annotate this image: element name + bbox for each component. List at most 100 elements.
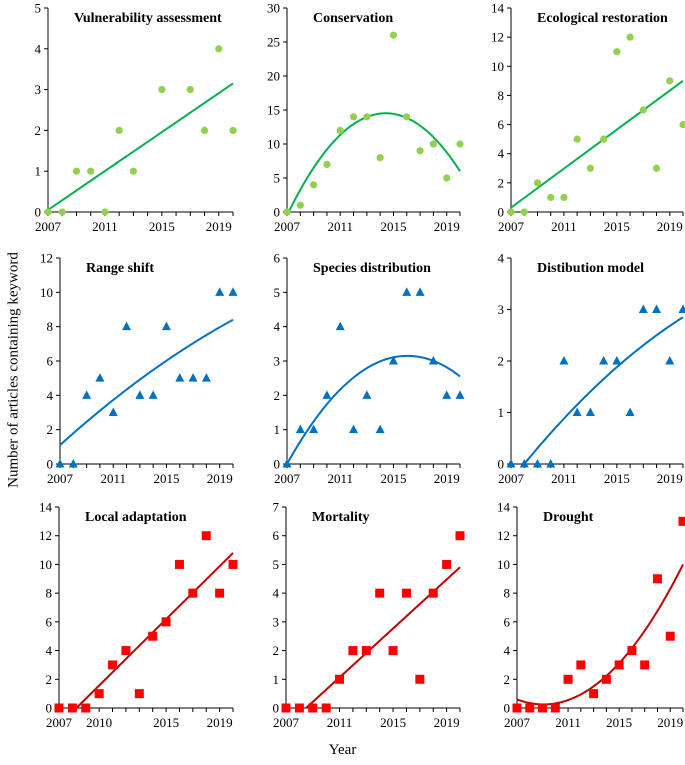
data-point: [363, 113, 371, 121]
data-point: [135, 390, 145, 399]
data-point: [416, 147, 424, 155]
data-point: [362, 390, 372, 399]
y-tick-label: 2: [504, 672, 511, 687]
chart-title: Species distribution: [313, 261, 431, 276]
data-point: [586, 164, 594, 172]
data-point: [572, 407, 582, 416]
chart-panel-3: 0 2 4 6 8 10 12 14 2007 2011 2015 2019 Ecological re…: [491, 1, 685, 234]
data-point: [310, 181, 318, 189]
chart-title: Local adaptation: [85, 510, 187, 525]
y-tick-label: 0: [47, 457, 54, 472]
data-point: [215, 287, 225, 296]
x-tick-label: 2007: [47, 471, 74, 486]
data-point: [294, 703, 304, 713]
data-point: [281, 703, 291, 713]
data-point: [563, 674, 573, 684]
y-axis-label: Number of articles containing keyword: [4, 150, 24, 590]
y-tick-label: 0: [274, 457, 281, 472]
data-point: [639, 106, 647, 114]
y-tick-label: 12: [491, 30, 504, 45]
chart-panel-7: 0 2 4 6 8 10 12 14 2007 2010 2015 2019 Local adaptat…: [39, 500, 238, 730]
x-tick-label: 2007: [35, 219, 62, 234]
y-tick-label: 2: [46, 672, 53, 687]
y-tick-label: 12: [497, 528, 510, 543]
y-tick-label: 0: [273, 701, 280, 716]
y-tick-label: 10: [491, 59, 504, 74]
data-point: [403, 113, 411, 121]
data-point: [121, 646, 131, 656]
data-point: [415, 674, 425, 684]
data-point: [519, 459, 529, 468]
data-point: [589, 689, 599, 699]
data-point: [678, 516, 685, 526]
y-tick-label: 14: [491, 1, 505, 16]
y-tick-label: 1: [35, 164, 42, 179]
data-point: [560, 193, 568, 202]
y-tick-label: 4: [35, 41, 42, 56]
y-tick-label: 1: [273, 672, 280, 687]
data-point: [148, 631, 158, 641]
y-tick-label: 15: [267, 103, 280, 118]
data-point: [573, 135, 581, 143]
data-point: [82, 390, 92, 399]
data-point: [115, 126, 123, 134]
x-tick-label: 2019: [434, 715, 460, 730]
y-tick-label: 0: [498, 457, 505, 472]
y-tick-label: 20: [267, 69, 280, 84]
y-tick-label: 12: [39, 528, 52, 543]
x-tick-label: 2019: [657, 219, 683, 234]
data-point: [95, 373, 105, 382]
data-point: [442, 559, 452, 569]
y-tick-label: 3: [274, 354, 281, 369]
data-point: [200, 126, 209, 134]
y-tick-label: 14: [39, 500, 53, 515]
data-point: [559, 356, 569, 365]
data-point: [665, 631, 675, 641]
data-point: [512, 703, 522, 713]
x-tick-label: 2015: [153, 471, 179, 486]
data-point: [455, 531, 465, 541]
trend-line: [516, 563, 684, 706]
data-point: [520, 208, 528, 216]
y-tick-label: 3: [35, 82, 42, 97]
data-point: [666, 77, 674, 85]
x-tick-label: 2015: [380, 715, 406, 730]
data-point: [58, 208, 66, 216]
x-tick-label: 2015: [604, 471, 630, 486]
data-point: [547, 193, 555, 202]
y-tick-label: 8: [504, 586, 511, 601]
y-tick-label: 4: [273, 586, 280, 601]
data-point: [627, 646, 637, 656]
data-point: [442, 390, 452, 399]
data-point: [428, 588, 438, 598]
data-point: [186, 86, 194, 94]
x-tick-label: 2007: [274, 219, 301, 234]
data-point: [67, 703, 77, 713]
x-tick-label: 2019: [207, 471, 233, 486]
data-point: [600, 135, 608, 143]
chart-title: Distibution model: [537, 261, 644, 276]
data-point: [228, 559, 238, 569]
data-point: [652, 164, 661, 172]
y-tick-label: 2: [498, 354, 505, 369]
x-tick-label: 2011: [92, 219, 118, 234]
data-point: [188, 373, 198, 382]
data-point: [161, 617, 171, 627]
x-tick-label: 2011: [551, 471, 577, 486]
data-point: [81, 703, 91, 713]
data-point: [389, 31, 398, 39]
x-tick-label: 2015: [153, 715, 179, 730]
y-tick-label: 5: [273, 557, 280, 572]
data-point: [229, 126, 237, 134]
y-tick-label: 1: [274, 422, 281, 437]
chart-title: Vulnerability assessment: [74, 11, 222, 26]
data-point: [158, 86, 166, 94]
y-tick-label: 0: [274, 205, 281, 220]
data-point: [309, 424, 319, 434]
data-point: [134, 689, 144, 699]
y-tick-label: 4: [504, 643, 511, 658]
y-tick-label: 2: [274, 388, 281, 403]
y-tick-label: 10: [40, 285, 53, 300]
data-point: [348, 646, 358, 656]
